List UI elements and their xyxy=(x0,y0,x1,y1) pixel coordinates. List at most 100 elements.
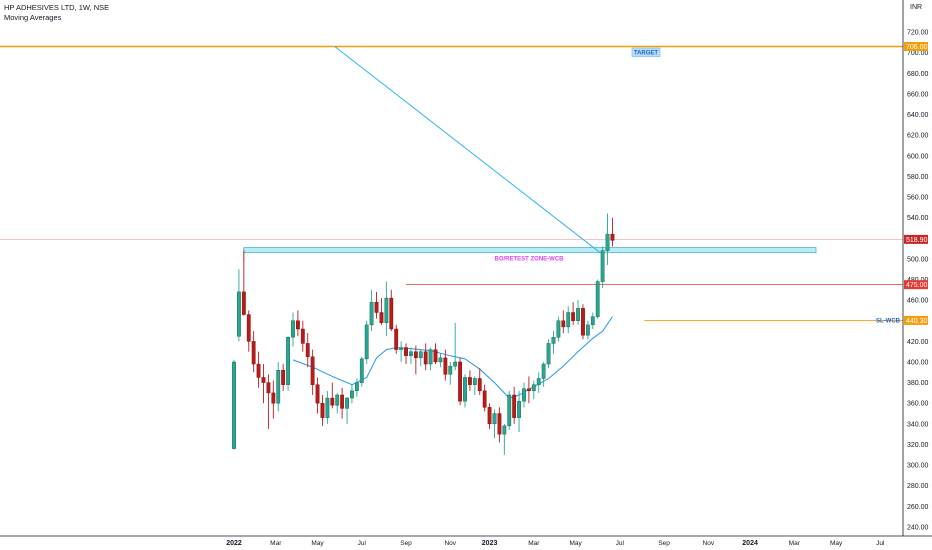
candle-up xyxy=(541,363,546,379)
moving-average-line xyxy=(292,316,613,399)
retest-zone-label: BO/RETEST ZONE-WCB xyxy=(495,257,565,263)
candle-up xyxy=(335,394,340,406)
y-tick-label: 580.00 xyxy=(907,174,929,181)
x-tick-label: Mar xyxy=(270,540,282,547)
candle-down xyxy=(413,351,418,359)
candle-up xyxy=(566,312,571,328)
candle-down xyxy=(251,341,256,365)
y-tick-label: 320.00 xyxy=(907,442,929,449)
y-tick-label: 380.00 xyxy=(907,380,929,387)
candle-down xyxy=(468,377,472,385)
candle-down xyxy=(487,407,492,425)
candle-down xyxy=(266,382,271,394)
y-tick-label: 560.00 xyxy=(907,195,929,202)
candle-down xyxy=(256,363,261,378)
candle-down xyxy=(443,357,448,375)
candle-down xyxy=(512,394,517,418)
symbol-title[interactable]: HP ADHESIVES LTD, 1W, NSE xyxy=(4,3,110,12)
candle-up xyxy=(517,400,521,418)
candle-up xyxy=(399,347,404,350)
level-475-badge xyxy=(904,280,928,290)
candle-up xyxy=(359,358,364,383)
candle-up xyxy=(492,413,497,425)
candle-up xyxy=(536,378,541,385)
candle-down xyxy=(246,314,251,342)
y-tick-label: 620.00 xyxy=(907,133,929,140)
x-tick-label: 2024 xyxy=(742,540,758,547)
x-tick-label: Nov xyxy=(703,540,715,547)
candle-up xyxy=(551,337,556,344)
candle-down xyxy=(305,343,310,358)
x-tick-label: Jul xyxy=(616,540,625,547)
candle-down xyxy=(571,312,576,321)
candle-down xyxy=(477,378,482,392)
candles-layer xyxy=(232,213,615,455)
candle-up xyxy=(463,377,467,402)
candle-up xyxy=(354,382,359,392)
x-tick-label: Mar xyxy=(789,540,801,547)
stop-loss-label: SL-WCB xyxy=(876,319,901,325)
y-tick-label: 700.00 xyxy=(907,50,929,57)
y-tick-label: 500.00 xyxy=(907,256,929,263)
candle-up xyxy=(531,384,536,392)
y-tick-label: 240.00 xyxy=(907,524,929,531)
indicator-label[interactable]: Moving Averages xyxy=(4,13,62,22)
candle-down xyxy=(320,403,325,418)
x-tick-label: May xyxy=(569,540,582,547)
candle-up xyxy=(590,316,595,326)
candle-down xyxy=(281,370,286,385)
trend-line xyxy=(334,46,601,254)
candle-down xyxy=(610,233,615,241)
candle-up xyxy=(522,388,526,402)
candle-up xyxy=(595,281,600,317)
candle-up xyxy=(291,320,295,338)
candle-down xyxy=(374,301,379,313)
candle-down xyxy=(389,297,394,330)
candle-up xyxy=(286,337,290,385)
candle-down xyxy=(271,392,276,404)
candle-up xyxy=(276,370,281,404)
y-tick-label: 360.00 xyxy=(907,401,929,408)
candle-up xyxy=(418,351,423,359)
y-tick-label: 400.00 xyxy=(907,359,929,366)
candle-up xyxy=(345,397,349,409)
candle-down xyxy=(340,394,345,409)
target-price-badge-text: 706.00 xyxy=(906,44,928,51)
candle-up xyxy=(502,425,507,435)
candle-up xyxy=(237,291,241,337)
candle-down xyxy=(330,397,335,406)
x-tick-label: Nov xyxy=(444,540,456,547)
y-tick-label: 640.00 xyxy=(907,112,929,119)
target-label-box xyxy=(631,47,661,57)
candle-up xyxy=(369,301,374,326)
candle-down xyxy=(404,347,408,357)
stop-loss-price-badge-text: 440.30 xyxy=(906,318,928,325)
candle-up xyxy=(428,349,433,365)
x-tick-label: Sep xyxy=(400,540,412,547)
x-tick-label: Jul xyxy=(876,540,885,547)
retest-zone-box xyxy=(243,247,817,254)
candle-up xyxy=(325,397,330,418)
target-label: TARGET xyxy=(634,51,659,57)
y-tick-label: 600.00 xyxy=(907,153,929,160)
x-tick-label: May xyxy=(311,540,324,547)
candle-up xyxy=(585,324,590,336)
annotations-layer: TARGET BO/RETEST ZONE-WCB SL-WCB xyxy=(495,47,901,325)
drawings-layer xyxy=(0,45,903,321)
y-tick-label: 660.00 xyxy=(907,91,929,98)
candle-up xyxy=(448,365,453,375)
y-tick-label: 260.00 xyxy=(907,504,929,511)
time-axis[interactable]: 2022 Mar May Jul Sep Nov 2023 Mar May Jul Sep Nov 20… xyxy=(226,540,885,547)
candle-down xyxy=(241,291,246,315)
candle-up xyxy=(232,361,236,449)
candle-down xyxy=(315,384,320,404)
x-tick-label: 2022 xyxy=(226,540,242,547)
candle-down xyxy=(527,388,531,392)
x-tick-label: Mar xyxy=(528,540,540,547)
candle-up xyxy=(600,250,605,282)
x-tick-label: 2023 xyxy=(482,540,498,547)
candle-down xyxy=(394,328,399,350)
candle-down xyxy=(261,377,266,383)
current-price-badge-text: 518.90 xyxy=(906,237,928,244)
